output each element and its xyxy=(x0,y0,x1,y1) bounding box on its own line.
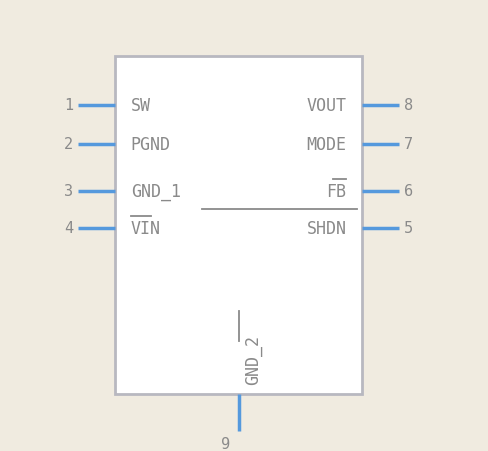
Text: 7: 7 xyxy=(404,137,413,152)
Text: GND_2: GND_2 xyxy=(244,334,262,384)
Text: SW: SW xyxy=(131,97,151,115)
Text: 2: 2 xyxy=(64,137,73,152)
Text: 5: 5 xyxy=(404,221,413,236)
Text: GND_1: GND_1 xyxy=(131,182,181,200)
Text: MODE: MODE xyxy=(306,135,346,153)
Text: 6: 6 xyxy=(404,184,413,199)
Text: VOUT: VOUT xyxy=(306,97,346,115)
Text: VIN: VIN xyxy=(131,220,161,238)
Text: 4: 4 xyxy=(64,221,73,236)
Text: SHDN: SHDN xyxy=(306,220,346,238)
Text: FB: FB xyxy=(326,182,346,200)
Bar xyxy=(115,56,362,394)
Text: 3: 3 xyxy=(64,184,73,199)
Text: PGND: PGND xyxy=(131,135,171,153)
Text: 9: 9 xyxy=(221,436,230,451)
Text: 1: 1 xyxy=(64,98,73,113)
Text: 8: 8 xyxy=(404,98,413,113)
